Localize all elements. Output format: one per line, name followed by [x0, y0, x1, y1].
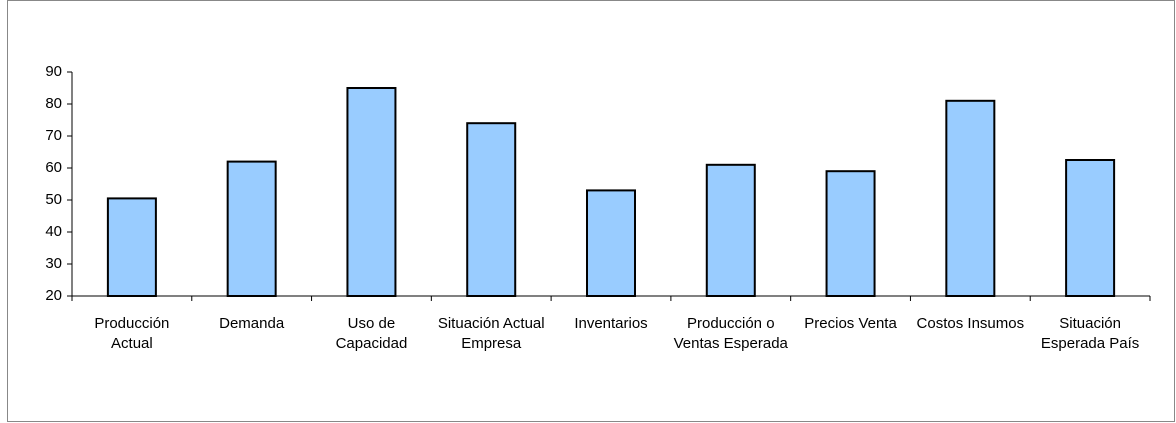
bar — [825, 170, 876, 297]
bar — [945, 99, 996, 297]
y-tick-label: 40 — [45, 223, 62, 240]
bar — [1065, 159, 1116, 297]
x-tick-label: Demanda — [219, 315, 285, 332]
bar — [106, 197, 157, 297]
y-tick-label: 30 — [45, 255, 62, 272]
y-tick-label: 70 — [45, 127, 62, 144]
x-tick-label: Precios Venta — [804, 315, 897, 332]
x-tick-label: Costos Insumos — [916, 315, 1025, 332]
x-tick-label: Inventarios — [574, 315, 648, 332]
bar — [466, 122, 517, 297]
x-tick-label: Producción o Ventas Esperada — [673, 315, 788, 352]
x-tick-label: Situación Esperada País — [1040, 315, 1140, 352]
y-tick-label: 90 — [45, 63, 62, 80]
y-tick-label: 80 — [45, 95, 62, 112]
x-tick-label: Uso de Capacidad — [335, 315, 408, 352]
bar — [346, 87, 397, 297]
bar — [705, 163, 756, 297]
y-tick-label: 50 — [45, 191, 62, 208]
y-tick-label: 20 — [45, 287, 62, 304]
y-tick-label: 60 — [45, 159, 62, 176]
x-tick-label: Producción Actual — [94, 315, 170, 352]
bar — [586, 189, 636, 297]
bar — [226, 160, 277, 297]
x-tick-label: Situación Actual Empresa — [437, 315, 545, 352]
